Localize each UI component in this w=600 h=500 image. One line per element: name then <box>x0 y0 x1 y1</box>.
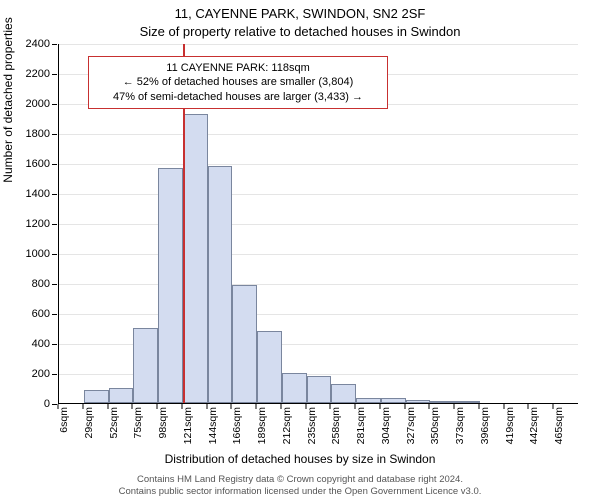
annotation-box: 11 CAYENNE PARK: 118sqm← 52% of detached… <box>88 56 388 109</box>
histogram-bar <box>158 168 183 404</box>
histogram-bar <box>455 401 480 403</box>
x-tick-label: 166sqm <box>231 407 243 444</box>
x-tick-label: 327sqm <box>405 407 417 444</box>
x-tick-label: 373sqm <box>454 407 466 444</box>
annotation-line: ← 52% of detached houses are smaller (3,… <box>97 75 379 89</box>
histogram-bar <box>307 376 332 403</box>
x-tick-label: 6sqm <box>58 407 70 433</box>
x-tick-label: 144sqm <box>207 407 219 444</box>
histogram-bar <box>183 114 208 404</box>
histogram-bar <box>282 373 307 403</box>
x-tick-label: 189sqm <box>256 407 268 444</box>
histogram-bar <box>208 166 233 403</box>
y-axis-label: Number of detached properties <box>1 0 15 250</box>
x-tick-label: 465sqm <box>553 407 565 444</box>
chart-title-description: Size of property relative to detached ho… <box>0 24 600 39</box>
histogram-bar <box>84 390 109 404</box>
x-tick-label: 235sqm <box>306 407 318 444</box>
x-tick-label: 212sqm <box>281 407 293 444</box>
histogram-bar <box>430 401 455 403</box>
histogram-bar <box>406 400 431 403</box>
x-tick-label: 29sqm <box>83 407 95 439</box>
annotation-line: 47% of semi-detached houses are larger (… <box>97 90 379 104</box>
histogram-bar <box>232 285 257 404</box>
annotation-line: 11 CAYENNE PARK: 118sqm <box>97 61 379 75</box>
x-tick-label: 304sqm <box>380 407 392 444</box>
histogram-bar <box>381 398 406 403</box>
histogram-bar <box>109 388 134 403</box>
y-tick-label: 2400 <box>26 38 50 50</box>
footer-attribution: Contains HM Land Registry data © Crown c… <box>0 474 600 498</box>
x-tick-label: 281sqm <box>355 407 367 444</box>
y-tick-label: 600 <box>32 308 50 320</box>
x-tick-label: 52sqm <box>108 407 120 439</box>
x-tick-label: 419sqm <box>504 407 516 444</box>
y-tick-label: 800 <box>32 278 50 290</box>
y-tick-label: 1200 <box>26 218 50 230</box>
x-tick-label: 75sqm <box>132 407 144 439</box>
x-tick-label: 121sqm <box>182 407 194 444</box>
x-tick-label: 350sqm <box>429 407 441 444</box>
y-tick-label: 200 <box>32 368 50 380</box>
y-tick-label: 400 <box>32 338 50 350</box>
x-tick-label: 396sqm <box>479 407 491 444</box>
y-tick-label: 0 <box>44 398 50 410</box>
y-tick-label: 2200 <box>26 68 50 80</box>
footer-line-1: Contains HM Land Registry data © Crown c… <box>0 474 600 486</box>
y-tick-label: 1400 <box>26 188 50 200</box>
y-tick-label: 1600 <box>26 158 50 170</box>
y-tick-label: 1000 <box>26 248 50 260</box>
chart-title-address: 11, CAYENNE PARK, SWINDON, SN2 2SF <box>0 6 600 21</box>
x-tick-label: 258sqm <box>330 407 342 444</box>
histogram-bar <box>356 398 381 403</box>
x-axis-label: Distribution of detached houses by size … <box>0 452 600 466</box>
footer-line-2: Contains public sector information licen… <box>0 486 600 498</box>
histogram-bar <box>257 331 282 403</box>
y-tick-label: 1800 <box>26 128 50 140</box>
y-tick-label: 2000 <box>26 98 50 110</box>
histogram-bar <box>133 328 158 403</box>
x-tick-label: 442sqm <box>528 407 540 444</box>
histogram-bar <box>331 384 356 404</box>
x-tick-label: 98sqm <box>157 407 169 439</box>
